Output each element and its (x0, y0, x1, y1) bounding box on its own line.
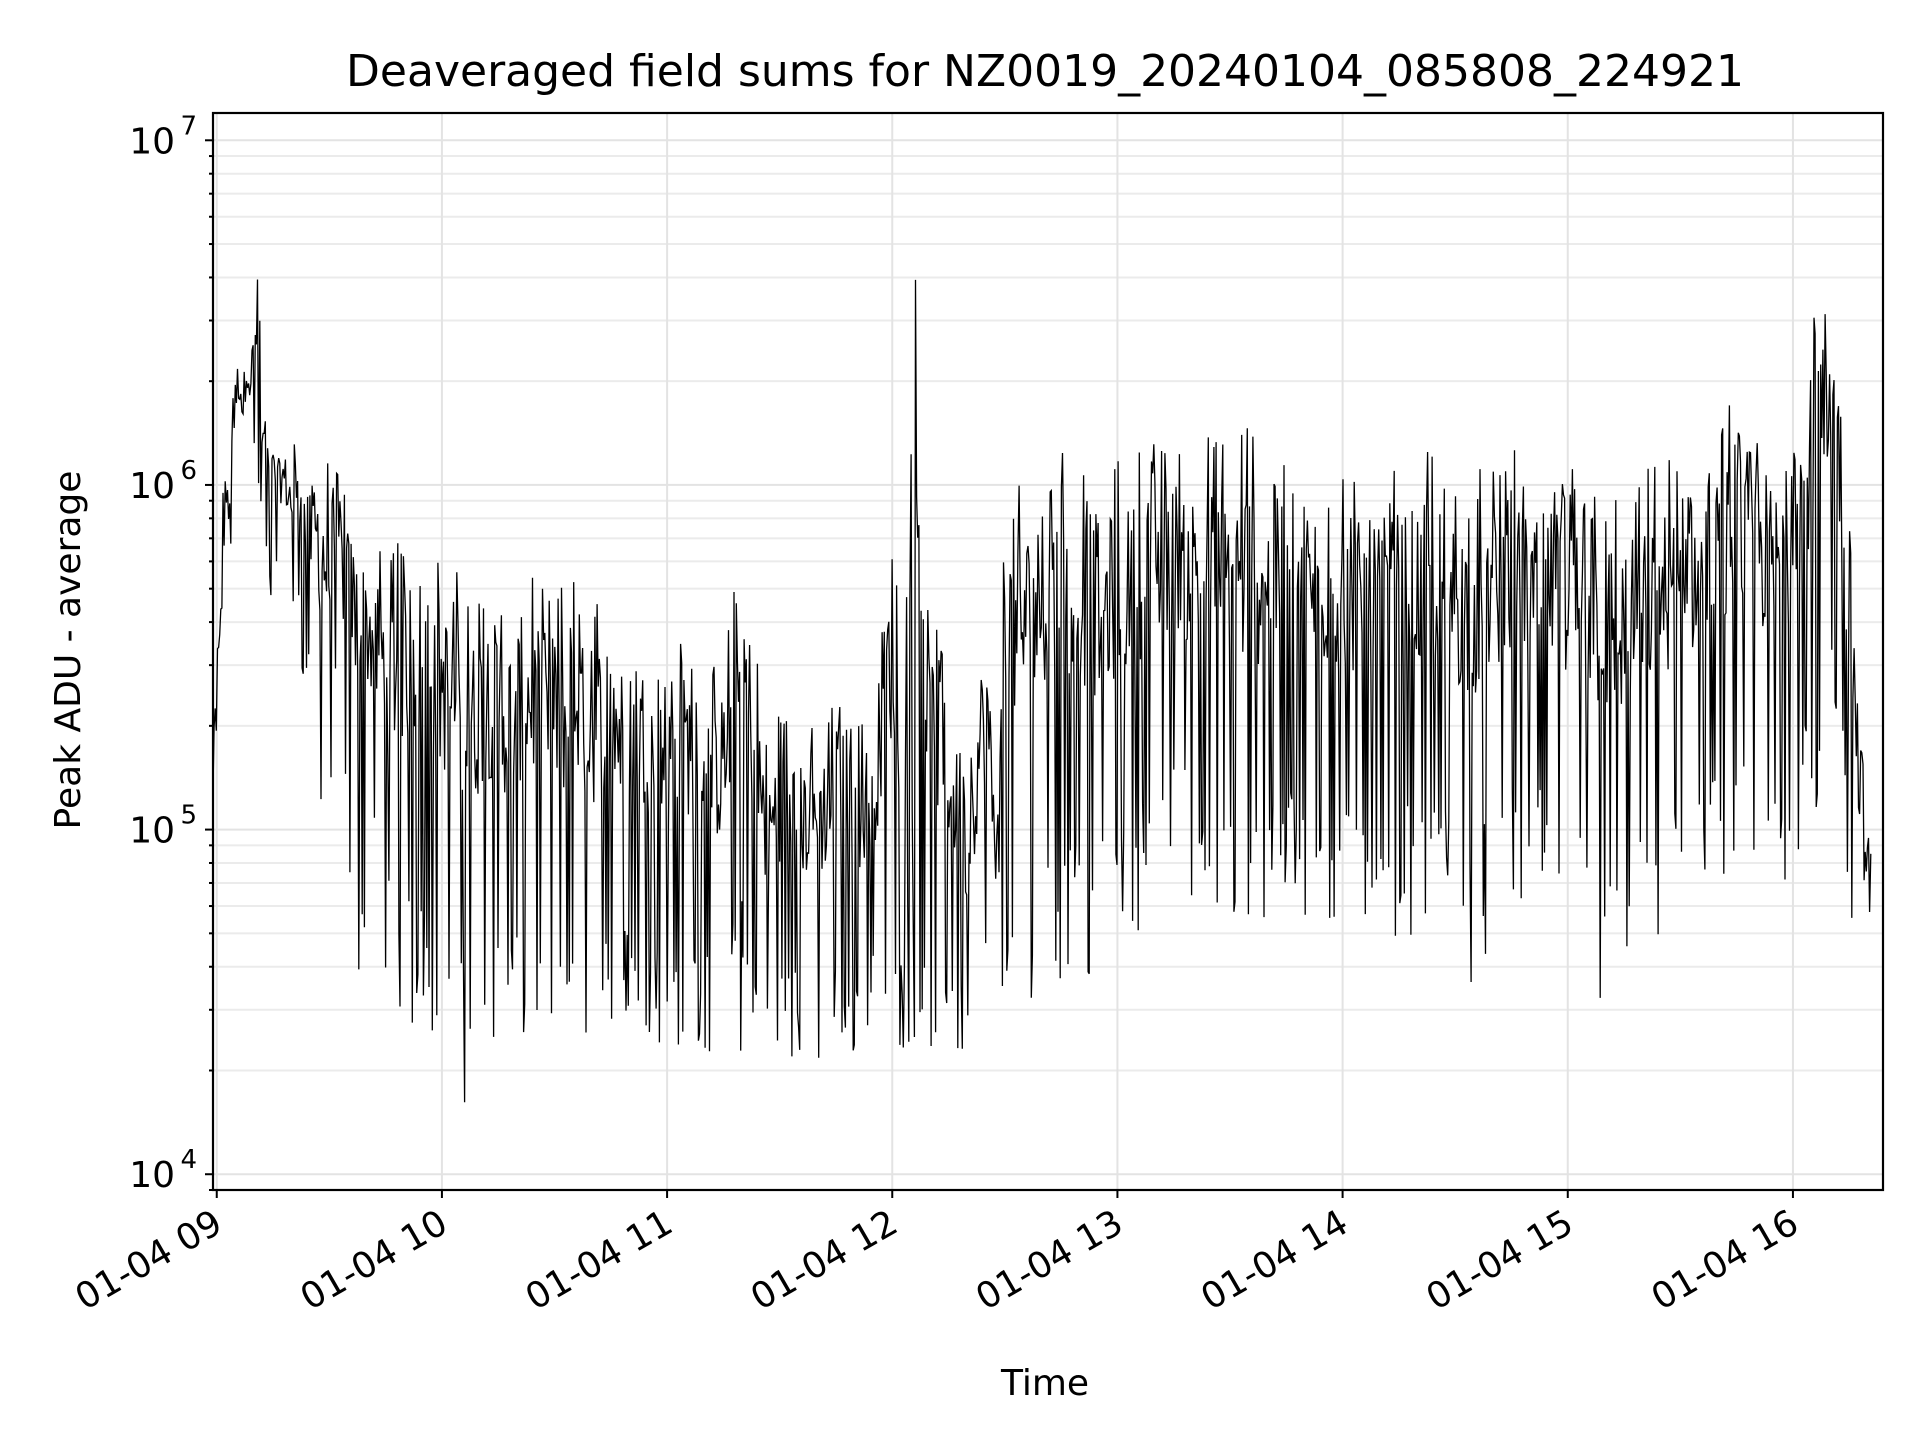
data-series (212, 279, 1872, 1103)
y-tick-exponent: 6 (180, 456, 197, 486)
y-tick-label: 10 (129, 466, 175, 507)
y-tick-label: 10 (129, 811, 175, 852)
x-axis-label: Time (1000, 1363, 1089, 1404)
y-tick-exponent: 5 (180, 801, 197, 831)
y-axis-label: Peak ADU - average (48, 471, 89, 830)
y-tick-label: 10 (129, 1155, 175, 1196)
y-tick-label: 10 (129, 121, 175, 162)
y-tick-exponent: 4 (180, 1145, 197, 1175)
plot-frame (211, 111, 1885, 1192)
chart-title: Deaveraged field sums for NZ0019_2024010… (346, 46, 1744, 97)
y-tick-exponent: 7 (180, 111, 197, 141)
series-line (212, 279, 1872, 1103)
